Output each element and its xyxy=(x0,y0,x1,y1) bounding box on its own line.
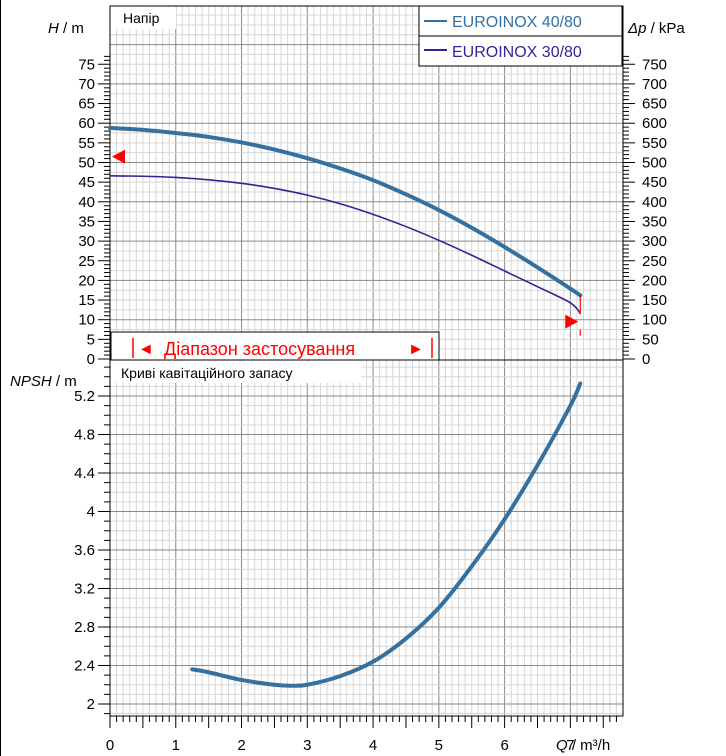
head-y-tick-label: 55 xyxy=(78,135,95,152)
flow-x-tick-label: 5 xyxy=(435,737,443,754)
head-y-tick-label: 70 xyxy=(78,76,95,93)
flow-x-tick-label: 0 xyxy=(106,737,114,754)
range-label-box xyxy=(110,331,440,361)
npsh-y-axis-label: NPSH / m xyxy=(10,373,77,390)
pressure-y-tick-label: 50 xyxy=(642,331,659,348)
npsh-y-tick-label: 3.2 xyxy=(74,581,95,598)
range-start-marker xyxy=(112,149,125,164)
pressure-y-tick-label: 750 xyxy=(642,56,667,73)
npsh-series xyxy=(190,381,583,688)
head-y-tick-label: 25 xyxy=(78,253,95,270)
npsh-y-axis: 2 2.4 2.8 3.2 3.6 4 4.4 4.8 5.2 xyxy=(74,366,110,715)
flow-x-tick-label: 2 xyxy=(237,737,245,754)
pressure-y-tick-label: 700 xyxy=(642,76,667,93)
pressure-y-tick-label: 500 xyxy=(642,155,667,172)
head-y-tick-label: 75 xyxy=(78,56,95,73)
pressure-y-tick-label: 550 xyxy=(642,135,667,152)
range-end-marker xyxy=(565,314,579,329)
pressure-y-axis: 0 50 100 150 200 250 300 350 400 450 500 550 600 650 7… xyxy=(623,55,667,368)
head-y-tick-label: 65 xyxy=(78,96,95,113)
pressure-y-tick-label: 300 xyxy=(642,233,667,250)
pressure-y-tick-label: 350 xyxy=(642,213,667,230)
flow-x-tick-label: 7 xyxy=(566,737,574,754)
range-marker-left: ◄ xyxy=(138,341,154,358)
head-y-tick-label: 50 xyxy=(78,155,95,172)
pressure-y-tick-label: 450 xyxy=(642,174,667,191)
npsh-y-tick-label: 2.4 xyxy=(74,658,95,675)
npsh-chart-title: Криві кавітаційного запасу xyxy=(121,365,293,381)
flow-x-axis: 0 1 2 3 4 5 6 7 xyxy=(106,716,617,754)
head-y-axis-label: H / m xyxy=(48,20,84,37)
head-y-tick-label: 0 xyxy=(87,351,95,368)
legend-label-euroinox-30-80: EUROINOX 30/80 xyxy=(452,44,582,61)
npsh-y-tick-label: 4.4 xyxy=(74,465,95,482)
head-y-tick-label: 35 xyxy=(78,213,95,230)
head-chart-title: Напір xyxy=(123,10,160,26)
flow-x-axis-label: Q / m³/h xyxy=(556,737,610,754)
pressure-y-tick-label: 250 xyxy=(642,253,667,270)
pressure-y-axis-label: Δp / kPa xyxy=(627,20,685,37)
npsh-y-tick-label: 3.6 xyxy=(74,542,95,559)
npsh-y-tick-label: 2 xyxy=(87,696,95,713)
pressure-y-tick-label: 200 xyxy=(642,272,667,289)
head-y-tick-label: 10 xyxy=(78,312,95,329)
pressure-y-tick-label: 0 xyxy=(642,351,650,368)
flow-x-tick-label: 6 xyxy=(500,737,508,754)
head-y-tick-label: 60 xyxy=(78,115,95,132)
range-marker-right: ► xyxy=(408,341,424,358)
head-curve-euroinox-30-80 xyxy=(109,175,582,315)
head-y-tick-label: 5 xyxy=(87,331,95,348)
head-y-tick-label: 40 xyxy=(78,194,95,211)
pressure-y-tick-label: 150 xyxy=(642,292,667,309)
head-series xyxy=(108,125,583,315)
npsh-y-tick-label: 4.8 xyxy=(74,427,95,444)
legend: EUROINOX 40/80 EUROINOX 30/80 xyxy=(418,5,623,67)
pressure-y-tick-label: 600 xyxy=(642,115,667,132)
flow-x-tick-label: 1 xyxy=(172,737,180,754)
pressure-y-tick-label: 400 xyxy=(642,194,667,211)
npsh-y-tick-label: 5.2 xyxy=(74,388,95,405)
head-y-tick-label: 45 xyxy=(78,174,95,191)
pressure-y-tick-label: 650 xyxy=(642,96,667,113)
head-y-tick-label: 20 xyxy=(78,272,95,289)
npsh-y-tick-label: 4 xyxy=(87,504,95,521)
npsh-chart-grid xyxy=(110,360,623,716)
head-y-tick-label: 15 xyxy=(78,292,95,309)
flow-x-tick-label: 3 xyxy=(303,737,311,754)
operating-range-box: ◄ Діапазон застосування ► xyxy=(110,331,440,361)
npsh-title-box xyxy=(111,361,361,383)
head-curve-euroinox-40-80 xyxy=(108,125,583,298)
legend-label-euroinox-40-80: EUROINOX 40/80 xyxy=(452,14,582,31)
operating-range xyxy=(112,149,581,336)
range-label: Діапазон застосування xyxy=(164,339,355,359)
pressure-y-tick-label: 100 xyxy=(642,312,667,329)
head-title-box xyxy=(111,7,176,29)
npsh-y-tick-label: 2.8 xyxy=(74,619,95,636)
npsh-curve xyxy=(190,381,583,688)
flow-x-tick-label: 4 xyxy=(369,737,377,754)
head-y-axis: 0 5 10 15 20 25 30 35 40 45 50 55 60 65 70 75 xyxy=(78,55,110,368)
head-y-tick-label: 30 xyxy=(78,233,95,250)
